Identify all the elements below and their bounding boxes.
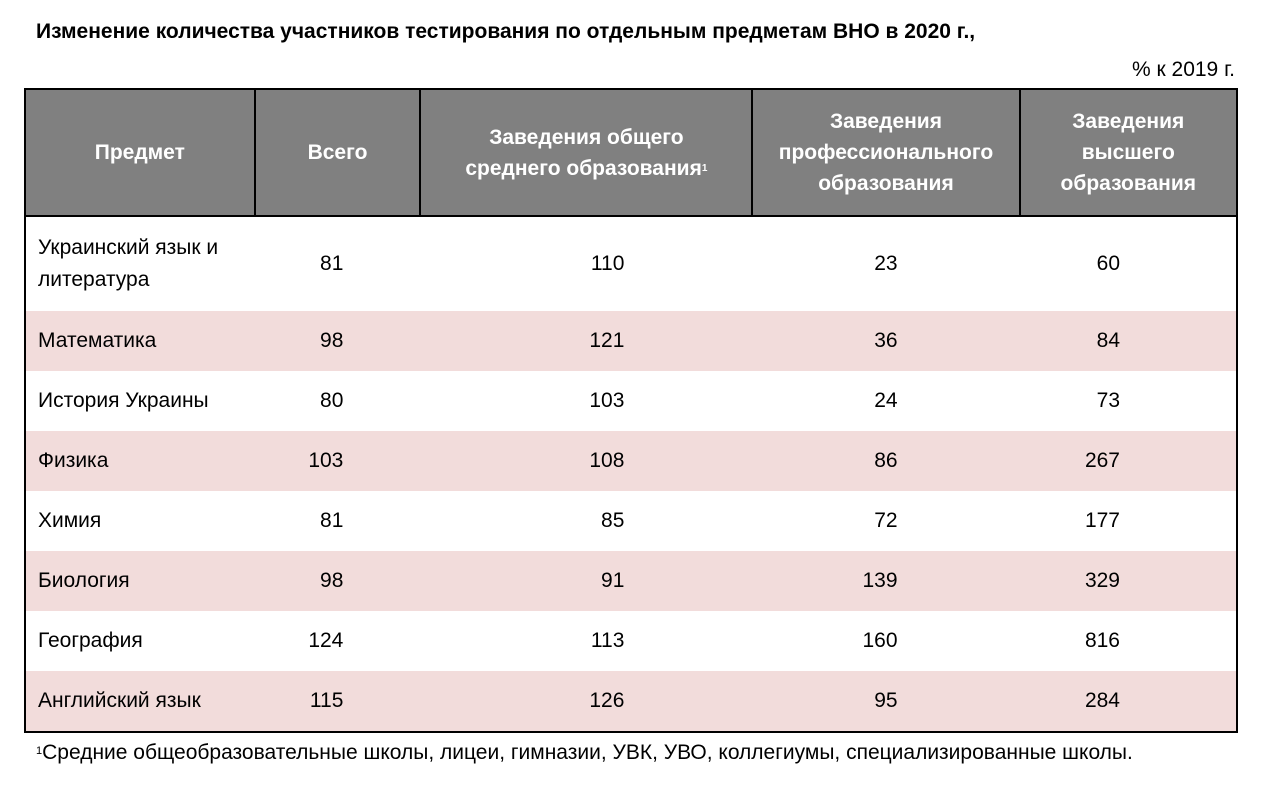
header-label: Заведения высшего образования bbox=[1060, 110, 1197, 195]
header-label: Заведения общего среднего образования bbox=[465, 125, 702, 180]
higher-cell: 267 bbox=[1019, 431, 1237, 491]
general-secondary-cell: 113 bbox=[590, 629, 625, 652]
subject-cell: Математика bbox=[25, 311, 255, 371]
higher-cell: 329 bbox=[1019, 551, 1237, 611]
higher-cell: 73 bbox=[1096, 389, 1120, 412]
vocational-cell: 36 bbox=[752, 311, 1020, 371]
unit-label: % к 2019 г. bbox=[1131, 58, 1235, 81]
general-secondary-cell: 103 bbox=[589, 389, 625, 412]
header-total: Всего bbox=[253, 88, 422, 217]
table-row: Физика 103 108 86 267 bbox=[25, 431, 1237, 491]
subject-cell: История Украины bbox=[38, 389, 209, 412]
vocational-cell: 95 bbox=[752, 671, 1020, 732]
higher-cell: 284 bbox=[1019, 671, 1237, 732]
total-cell: 103 bbox=[254, 431, 421, 491]
total-cell: 80 bbox=[320, 389, 344, 412]
header-higher: Заведения высшего образования bbox=[1018, 88, 1239, 217]
header-label: Всего bbox=[307, 141, 368, 164]
data-table: Предмет Всего Заведения общего среднего … bbox=[24, 88, 1239, 733]
subject-cell: Биология bbox=[25, 551, 255, 611]
general-secondary-cell: 110 bbox=[590, 252, 625, 275]
table-row: Биология 98 91 139 329 bbox=[25, 551, 1237, 611]
vocational-cell: 23 bbox=[874, 252, 898, 275]
header-row: Предмет Всего Заведения общего среднего … bbox=[24, 88, 1239, 217]
footnote-mark: 1 bbox=[36, 745, 43, 757]
table-row: Математика 98 121 36 84 bbox=[25, 311, 1237, 371]
general-secondary-cell: 91 bbox=[420, 551, 753, 611]
total-cell: 124 bbox=[308, 629, 344, 652]
general-secondary-cell: 108 bbox=[420, 431, 753, 491]
general-secondary-cell: 126 bbox=[420, 671, 753, 732]
header-vocational: Заведения профессионального образования bbox=[751, 88, 1021, 217]
vocational-cell: 72 bbox=[874, 509, 898, 532]
subject-cell: География bbox=[38, 629, 143, 652]
footnote: 1Средние общеобразовательные школы, лице… bbox=[36, 736, 1246, 768]
header-general-secondary: Заведения общего среднего образования1 bbox=[419, 88, 754, 217]
table-row: Украинский язык и литература 81 110 23 60 bbox=[25, 216, 1237, 311]
vocational-cell: 86 bbox=[752, 431, 1020, 491]
table-title: Изменение количества участников тестиров… bbox=[36, 20, 976, 43]
footnote-text: Средние общеобразовательные школы, лицеи… bbox=[42, 741, 1133, 764]
subject-cell: Физика bbox=[25, 431, 255, 491]
higher-cell: 177 bbox=[1084, 509, 1120, 532]
header-subject: Предмет bbox=[24, 88, 256, 217]
total-cell: 98 bbox=[254, 311, 421, 371]
general-secondary-cell: 121 bbox=[420, 311, 753, 371]
higher-cell: 84 bbox=[1019, 311, 1237, 371]
total-cell: 98 bbox=[254, 551, 421, 611]
header-label: Предмет bbox=[94, 141, 185, 164]
subject-cell: Химия bbox=[38, 509, 102, 532]
table-row: Английский язык 115 126 95 284 bbox=[25, 671, 1237, 732]
vocational-cell: 160 bbox=[862, 629, 898, 652]
total-cell: 115 bbox=[254, 671, 421, 732]
table-row: География 124 113 160 816 bbox=[25, 611, 1237, 671]
table-row: История Украины 80 103 24 73 bbox=[25, 371, 1237, 431]
vocational-cell: 24 bbox=[874, 389, 898, 412]
higher-cell: 816 bbox=[1084, 629, 1120, 652]
total-cell: 81 bbox=[320, 509, 344, 532]
table-row: Химия 81 85 72 177 bbox=[25, 491, 1237, 551]
total-cell: 81 bbox=[320, 252, 344, 275]
vocational-cell: 139 bbox=[752, 551, 1020, 611]
footnote-mark: 1 bbox=[701, 162, 708, 174]
higher-cell: 60 bbox=[1096, 252, 1120, 275]
header-label: Заведения профессионального образования bbox=[778, 110, 994, 195]
general-secondary-cell: 85 bbox=[601, 509, 625, 532]
subject-cell: Английский язык bbox=[25, 671, 255, 732]
subject-cell: Украинский язык и литература bbox=[38, 236, 219, 291]
